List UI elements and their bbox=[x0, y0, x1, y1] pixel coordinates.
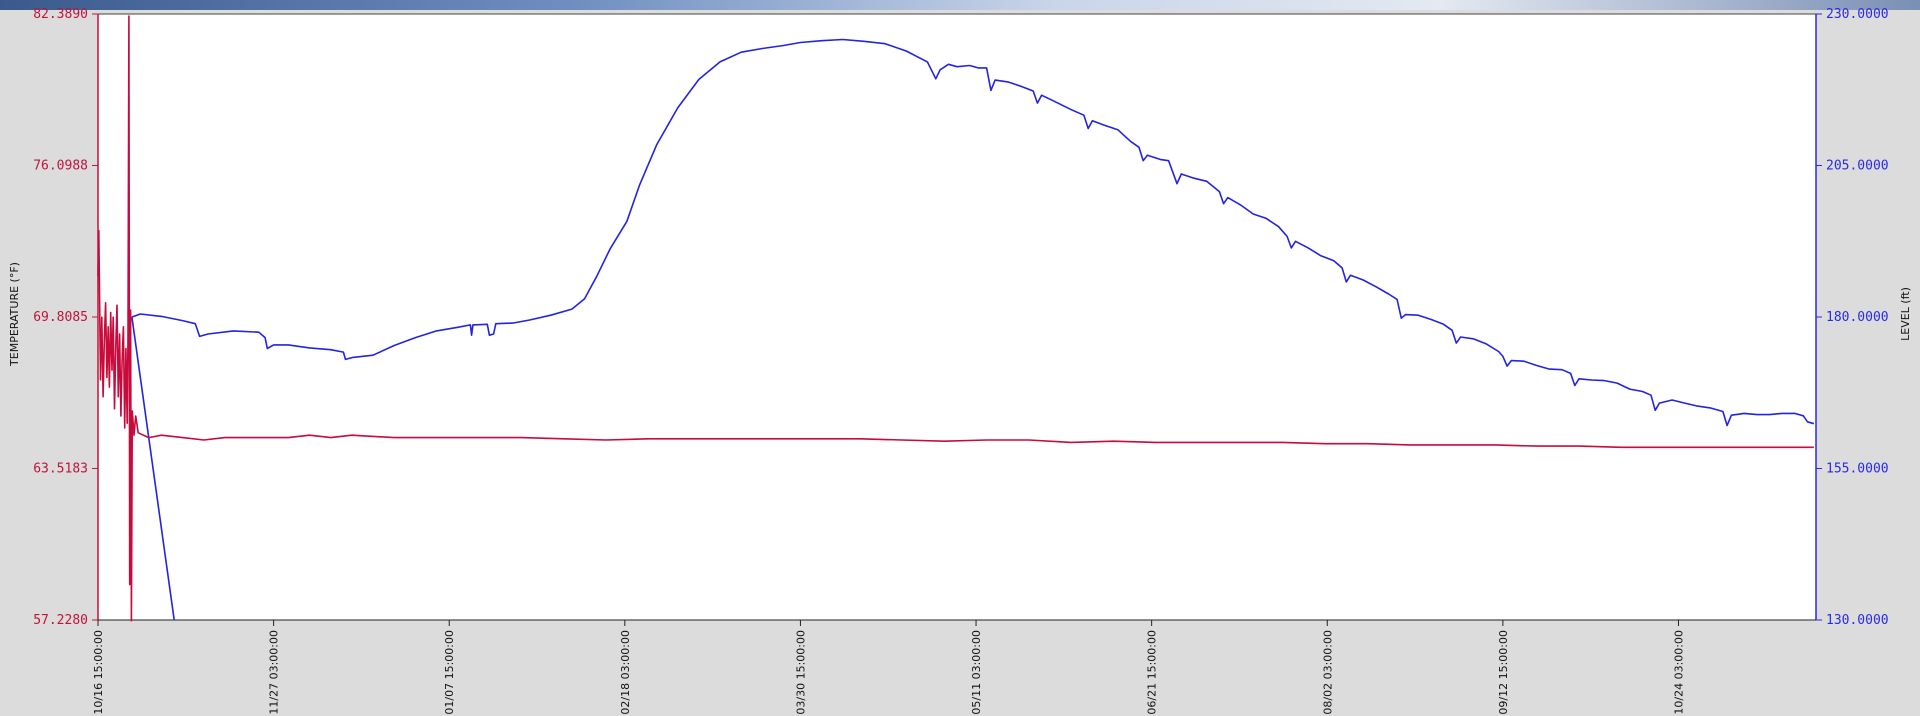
right-tick-label: 205.0000 bbox=[1826, 159, 1889, 174]
level-series-line-0 bbox=[131, 38, 1815, 427]
x-tick-label: 06/21 15:00:00 bbox=[1146, 630, 1159, 715]
right-tick-label: 130.0000 bbox=[1826, 613, 1889, 628]
left-tick-label: 82.3890 bbox=[33, 7, 88, 22]
left-axis-ticks: 82.3890 76.0988 69.8085 63.5183 57.2280 bbox=[33, 7, 98, 628]
level-series-line-1 bbox=[131, 316, 175, 621]
left-tick-label: 76.0988 bbox=[33, 158, 88, 173]
right-tick-label: 180.0000 bbox=[1826, 310, 1889, 325]
x-tick-label: 09/12 15:00:00 bbox=[1497, 630, 1510, 715]
x-tick-label: 10/16 15:00:00 bbox=[92, 630, 105, 715]
temperature-series-line-2 bbox=[97, 15, 1814, 622]
right-tick-label: 155.0000 bbox=[1826, 462, 1889, 477]
x-axis-ticks: 10/16 15:00:00 11/27 03:00:00 01/07 15:00:… bbox=[92, 620, 1685, 715]
series-layer bbox=[97, 15, 1815, 622]
x-tick-label: 11/27 03:00:00 bbox=[268, 630, 281, 715]
window-title-bar bbox=[0, 0, 1920, 10]
x-tick-label: 03/30 15:00:00 bbox=[794, 630, 807, 715]
x-tick-label: 10/24 03:00:00 bbox=[1672, 630, 1685, 715]
left-tick-label: 63.5183 bbox=[33, 461, 88, 476]
y-axis-title-right: LEVEL (ft) bbox=[1899, 287, 1912, 341]
right-axis-ticks: 230.0000 205.0000 180.0000 155.0000 130.0000 bbox=[1816, 7, 1889, 628]
y-axis-title-left: TEMPERATURE (°F) bbox=[8, 262, 21, 367]
right-tick-label: 230.0000 bbox=[1826, 7, 1889, 22]
left-tick-label: 57.2280 bbox=[33, 613, 88, 628]
x-tick-label: 02/18 03:00:00 bbox=[619, 630, 632, 715]
x-tick-label: 01/07 15:00:00 bbox=[443, 630, 456, 715]
x-tick-label: 05/11 03:00:00 bbox=[970, 630, 983, 715]
left-tick-label: 69.8085 bbox=[33, 310, 88, 325]
x-tick-label: 08/02 03:00:00 bbox=[1321, 630, 1334, 715]
plot-area bbox=[97, 13, 1817, 621]
